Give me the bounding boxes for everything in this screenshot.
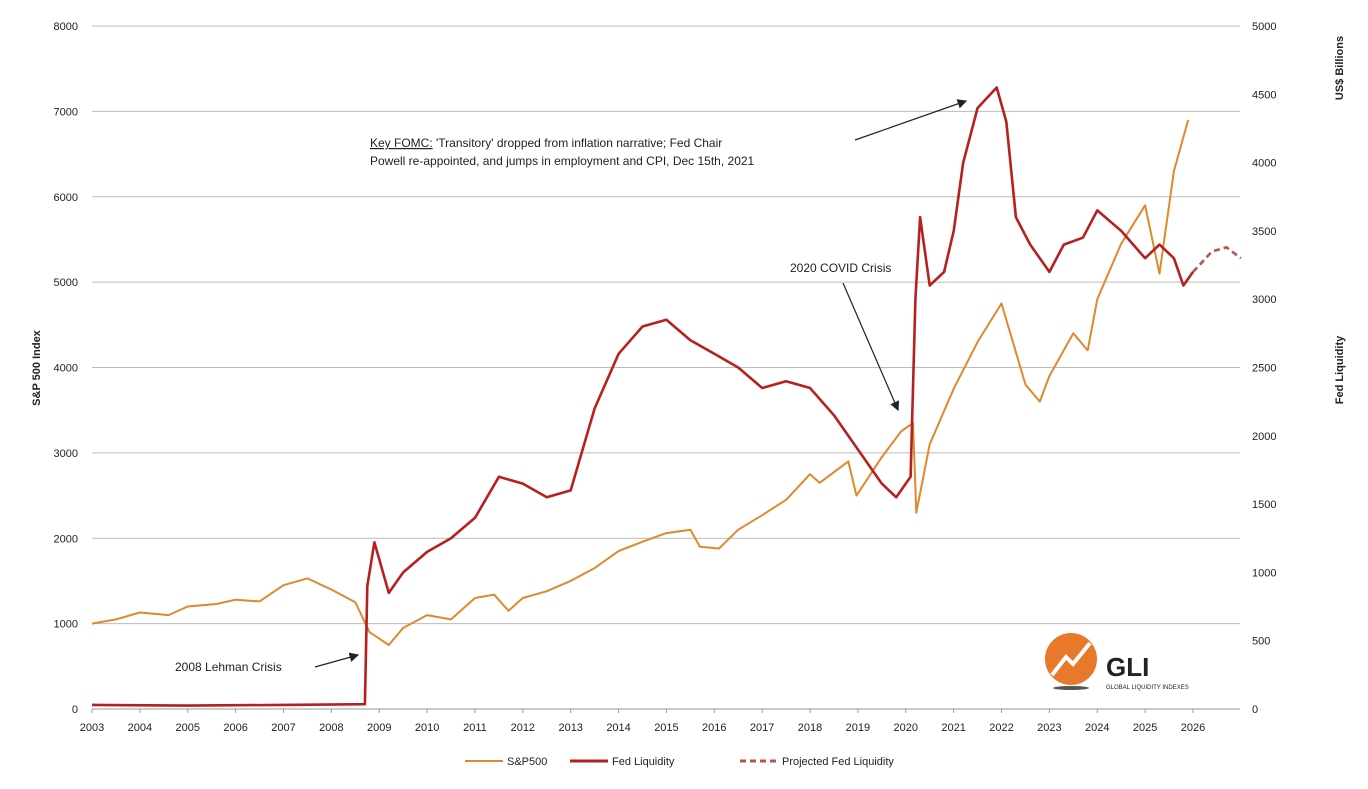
- x-tick-label: 2017: [750, 722, 774, 734]
- y-tick-label: 1000: [54, 619, 78, 631]
- y-tick-label: 8000: [54, 21, 78, 33]
- y2-tick-label: 1500: [1252, 499, 1276, 511]
- series: [91, 86, 1242, 707]
- x-tick-label: 2021: [941, 722, 965, 734]
- x-tick-label: 2012: [511, 722, 535, 734]
- legend-label: Fed Liquidity: [612, 756, 675, 768]
- y2-tick-label: 4500: [1252, 89, 1276, 101]
- x-tick-label: 2009: [367, 722, 391, 734]
- x-tick-label: 2024: [1085, 722, 1109, 734]
- y2-tick-label: 3000: [1252, 294, 1276, 306]
- x-tick-label: 2020: [894, 722, 918, 734]
- annotation-lehman: 2008 Lehman Crisis: [175, 652, 360, 674]
- x-tick-label: 2023: [1037, 722, 1061, 734]
- x-tick-label: 2015: [654, 722, 678, 734]
- y-tick-label: 4000: [54, 363, 78, 375]
- logo-text: GLI: [1106, 652, 1149, 682]
- y-tick-label: 5000: [54, 277, 78, 289]
- y2-axis-label: Fed Liquidity: [1334, 335, 1346, 404]
- x-tick-label: 2003: [80, 722, 104, 734]
- series-line-fed-liquidity: [91, 86, 1195, 707]
- y2-tick-label: 5000: [1252, 21, 1276, 33]
- x-tick-label: 2010: [415, 722, 439, 734]
- y2-tick-label: 2000: [1252, 431, 1276, 443]
- y-tick-label: 7000: [54, 106, 78, 118]
- annotation-fomc: Key FOMC: 'Transitory' dropped from infl…: [370, 99, 968, 168]
- y2-axis-unit: US$ Billions: [1334, 36, 1346, 100]
- legend: S&P500 Fed Liquidity Projected Fed Liquidi…: [465, 756, 894, 768]
- annotation-fomc-key: Key FOMC:: [370, 136, 433, 150]
- x-tick-label: 2006: [223, 722, 247, 734]
- x-axis: 2003 2004 2005 2006 2007 2008 2009 2010 2011 2012…: [80, 709, 1205, 734]
- annotation-covid-text: 2020 COVID Crisis: [790, 261, 891, 275]
- y2-tick-label: 2500: [1252, 363, 1276, 375]
- x-tick-label: 2008: [319, 722, 343, 734]
- x-tick-label: 2022: [989, 722, 1013, 734]
- x-tick-label: 2016: [702, 722, 726, 734]
- legend-label: S&P500: [507, 756, 547, 768]
- x-tick-label: 2005: [175, 722, 199, 734]
- y-tick-label: 6000: [54, 192, 78, 204]
- logo: GLI GLOBAL LIQUIDITY INDEXES: [1045, 633, 1189, 691]
- legend-label: Projected Fed Liquidity: [782, 756, 894, 768]
- annotation-lehman-text: 2008 Lehman Crisis: [175, 660, 282, 674]
- x-tick-label: 2004: [128, 722, 152, 734]
- x-tick-label: 2026: [1181, 722, 1205, 734]
- x-tick-label: 2013: [558, 722, 582, 734]
- logo-tagline: GLOBAL LIQUIDITY INDEXES: [1106, 685, 1189, 691]
- series-line-s-p500: [91, 119, 1190, 646]
- x-tick-label: 2014: [606, 722, 630, 734]
- y2-tick-label: 1000: [1252, 567, 1276, 579]
- x-tick-label: 2025: [1133, 722, 1157, 734]
- annotation-covid: 2020 COVID Crisis: [790, 261, 900, 412]
- y2-tick-label: 0: [1252, 704, 1258, 716]
- y-tick-label: 2000: [54, 533, 78, 545]
- annotation-fomc-line2: Powell re-appointed, and jumps in employ…: [370, 154, 755, 168]
- gridlines: [92, 25, 1240, 710]
- series-line-projected-fed-liquidity: [1192, 246, 1242, 273]
- y2-tick-label: 4000: [1252, 158, 1276, 170]
- y-tick-label: 3000: [54, 448, 78, 460]
- y2-tick-label: 3500: [1252, 226, 1276, 238]
- y-axis-left: 0 1000 2000 3000 4000 5000 6000 7000 8000: [54, 21, 78, 716]
- x-tick-label: 2011: [463, 722, 487, 734]
- y-axis-label: S&P 500 Index: [31, 329, 43, 405]
- y2-tick-label: 500: [1252, 636, 1270, 648]
- y-axis-right: 0 500 1000 1500 2000 2500 3000 3500 4000 4500 5000: [1252, 21, 1276, 716]
- y-tick-label: 0: [72, 704, 78, 716]
- x-tick-label: 2019: [846, 722, 870, 734]
- svg-text:Key FOMC: 'Transitory' dropped: Key FOMC: 'Transitory' dropped from infl…: [370, 136, 722, 150]
- annotation-fomc-line1: 'Transitory' dropped from inflation narr…: [433, 136, 723, 150]
- x-tick-label: 2018: [798, 722, 822, 734]
- x-tick-label: 2007: [271, 722, 295, 734]
